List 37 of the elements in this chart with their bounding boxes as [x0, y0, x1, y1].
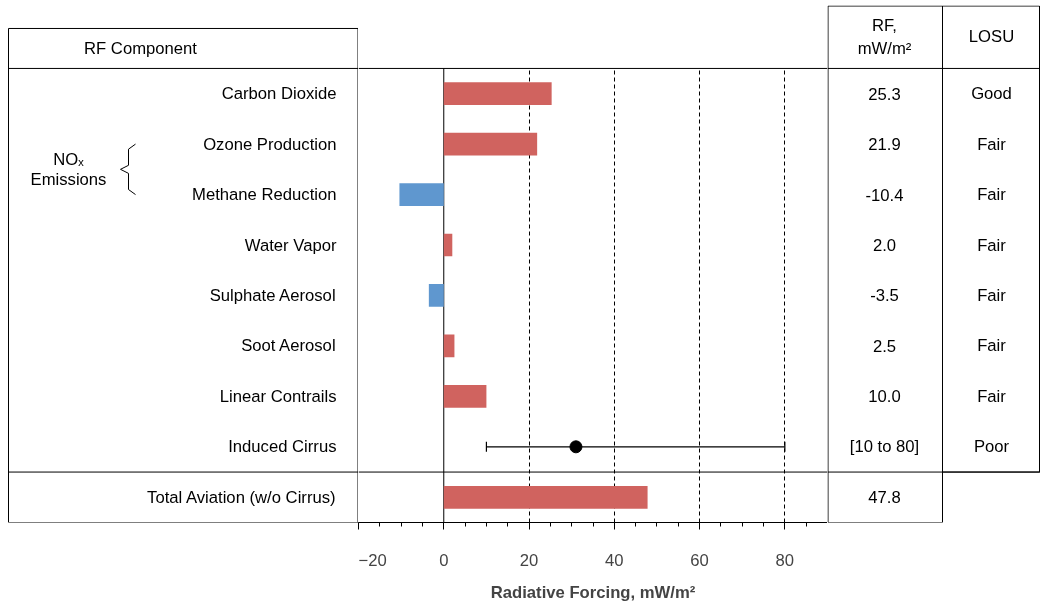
text: RF Component [84, 38, 198, 58]
x-tick-label: 20 [519, 550, 539, 570]
text: NOₓ Emissions [30, 149, 107, 189]
y-tick-label: Induced Cirrus [228, 437, 337, 457]
text: Good [971, 84, 1012, 104]
x-axis-title: Radiative Forcing, mW/m² [490, 582, 696, 602]
text: LOSU [968, 27, 1015, 47]
data-label: 10.0 [868, 387, 901, 407]
data-label: -3.5 [870, 286, 899, 306]
x-tick-label: 60 [690, 550, 709, 570]
data-label: 25.3 [868, 84, 901, 104]
data-label: 47.8 [868, 488, 901, 508]
x-tick-label: 40 [605, 550, 624, 570]
data-label: 2.5 [872, 336, 897, 356]
y-tick-label: Methane Reduction [192, 185, 337, 205]
x-tick-label: 0 [439, 550, 449, 570]
y-tick-label: Water Vapor [244, 235, 337, 255]
text: Fair [977, 134, 1007, 154]
text: Fair [977, 235, 1007, 255]
data-label: 21.9 [868, 135, 901, 155]
text: [10 to 80] [849, 437, 920, 457]
x-tick-label: −20 [358, 550, 387, 570]
y-tick-label: Linear Contrails [219, 386, 337, 406]
text: Fair [977, 336, 1007, 356]
y-tick-label: Sulphate Aerosol [209, 285, 336, 305]
text: Fair [977, 285, 1007, 305]
y-tick-label: Ozone Production [203, 134, 337, 154]
text: Fair [977, 185, 1007, 205]
data-label: 2.0 [872, 236, 897, 256]
y-tick-label: Soot Aerosol [241, 336, 336, 356]
y-tick-label: Total Aviation (w/o Cirrus) [147, 487, 336, 507]
text: Poor [973, 437, 1010, 457]
text: RF, mW/m² [857, 16, 912, 58]
data-label: -10.4 [865, 185, 904, 205]
y-tick-label: Carbon Dioxide [221, 84, 337, 104]
x-tick-label: 80 [775, 550, 795, 570]
text: Fair [977, 386, 1007, 406]
